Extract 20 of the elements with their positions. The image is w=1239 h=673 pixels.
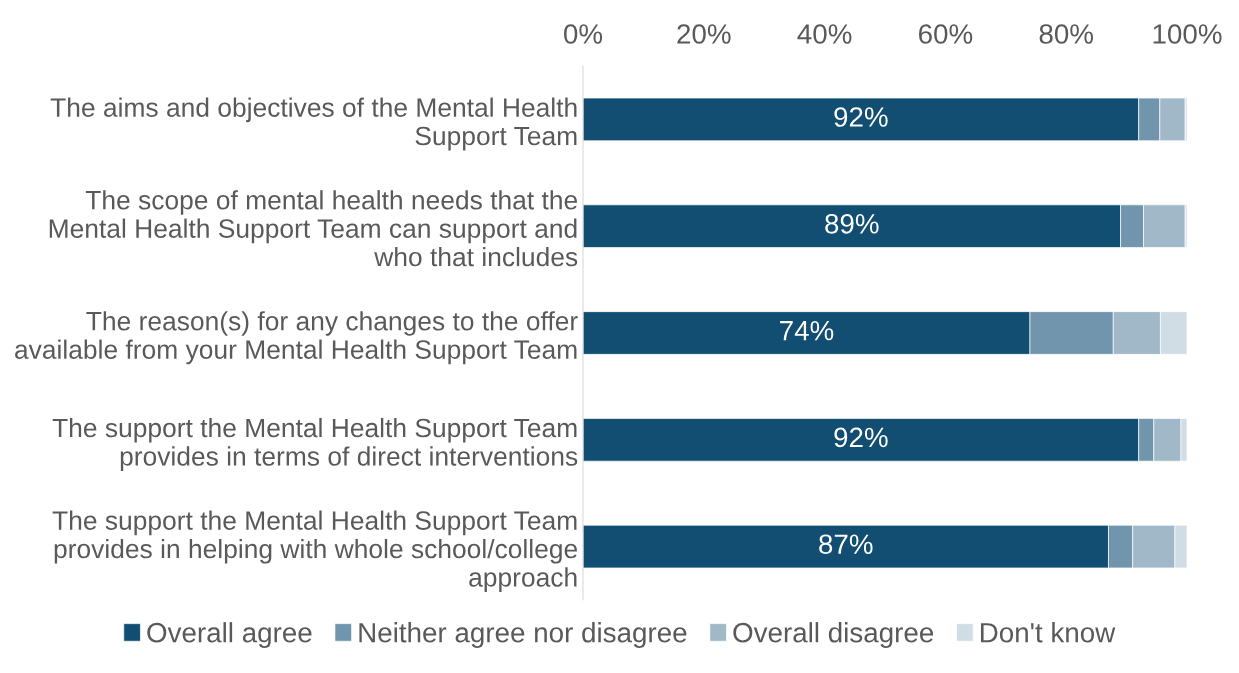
x-tick-label: 100% xyxy=(1153,24,1222,44)
legend-label: Don't know xyxy=(980,622,1116,643)
data-label: 89% xyxy=(825,213,879,234)
y-tick-label: The scope of mental health needs that the Mental Health Support Team can support and who that includes xyxy=(49,190,578,267)
x-tick-label: 0% xyxy=(564,24,603,44)
x-tick-label: 60% xyxy=(919,24,973,44)
legend-label: Overall disagree xyxy=(733,622,934,648)
x-tick-label: 40% xyxy=(797,24,852,44)
y-tick-label: The support the Mental Health Support Team provides in terms of direct interventions xyxy=(52,417,578,471)
legend-label: Neither agree nor disagree xyxy=(359,622,687,648)
y-tick-label: The reason(s) for any changes to the offer available from your Mental Health Support Team xyxy=(15,311,578,365)
y-tick-label: The support the Mental Health Support Team provides in helping with whole school/college approach xyxy=(52,510,577,592)
x-tick-label: 20% xyxy=(677,24,731,44)
data-label: 87% xyxy=(819,534,873,555)
data-label: 74% xyxy=(780,320,834,341)
data-label: 92% xyxy=(834,107,888,127)
data-label: 92% xyxy=(834,427,888,448)
x-tick-label: 80% xyxy=(1039,24,1094,44)
y-tick-label: The aims and objectives of the Mental Health Support Team xyxy=(50,97,577,151)
legend-label: Overall agree xyxy=(147,622,312,648)
